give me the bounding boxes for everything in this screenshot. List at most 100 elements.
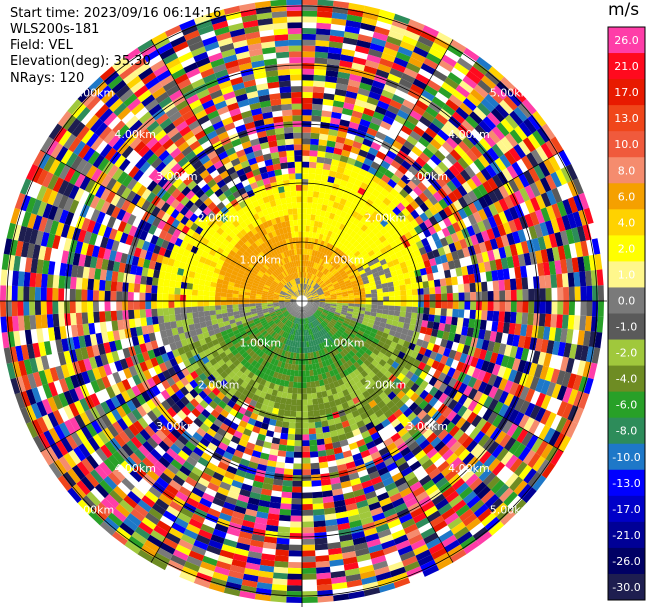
radar-gate	[464, 165, 476, 179]
radar-gate	[290, 322, 294, 329]
radar-gate	[578, 192, 590, 210]
radar-gate	[392, 452, 404, 462]
radar-gate	[531, 325, 539, 339]
radar-gate	[362, 317, 370, 323]
radar-gate	[334, 264, 341, 270]
radar-gate	[314, 312, 320, 318]
radar-gate	[267, 343, 274, 350]
radar-gate	[414, 196, 424, 206]
radar-gate	[514, 461, 528, 477]
radar-gate	[324, 293, 331, 297]
radar-gate	[482, 218, 492, 231]
radar-gate	[155, 477, 169, 489]
radar-gate	[543, 352, 552, 368]
radar-gate	[119, 522, 135, 536]
radar-gate	[368, 277, 375, 283]
radar-gate	[562, 403, 574, 420]
radar-gate	[379, 210, 389, 219]
radar-gate	[362, 176, 372, 186]
radar-gate	[447, 399, 458, 411]
radar-gate	[387, 201, 397, 211]
radar-gate	[332, 106, 344, 114]
radar-gate	[488, 190, 499, 204]
radar-gate	[331, 356, 337, 364]
radar-gate	[360, 301, 366, 305]
radar-gate	[307, 299, 314, 301]
radar-gate	[527, 114, 542, 131]
radar-gate	[444, 539, 461, 553]
radar-gate	[517, 253, 526, 267]
radar-gate	[466, 178, 478, 191]
radar-gate	[397, 256, 405, 264]
radar-gate	[310, 340, 314, 347]
radar-gate	[344, 96, 357, 105]
radar-gate	[405, 311, 412, 319]
radar-gate	[255, 439, 265, 447]
radar-gate	[429, 294, 436, 301]
radar-gate	[306, 219, 311, 226]
radar-gate	[307, 311, 311, 317]
radar-gate	[429, 515, 445, 528]
radar-gate	[325, 223, 332, 231]
radar-gate	[291, 328, 295, 335]
radar-gate	[583, 377, 594, 395]
radar-gate	[370, 311, 377, 317]
radar-gate	[371, 555, 387, 565]
radar-gate	[374, 334, 382, 341]
radar-gate	[58, 275, 66, 289]
radar-gate	[325, 448, 335, 456]
radar-gate	[428, 468, 441, 480]
radar-gate	[251, 394, 260, 402]
radar-gate	[237, 385, 246, 394]
radar-gate	[415, 338, 424, 347]
radar-gate	[302, 446, 310, 452]
radar-gate	[308, 173, 316, 180]
radar-gate	[310, 127, 321, 134]
radar-gate	[468, 318, 476, 329]
radar-gate	[335, 221, 342, 229]
radar-gate	[327, 273, 334, 280]
radar-gate	[336, 359, 344, 367]
radar-gate	[347, 308, 354, 312]
radar-gate	[395, 399, 405, 409]
radar-gate	[409, 228, 418, 238]
radar-gate	[411, 145, 423, 157]
radar-gate	[428, 542, 445, 555]
radar-gate	[330, 268, 337, 274]
radar-gate	[252, 528, 266, 537]
radar-gate	[263, 477, 274, 485]
radar-gate	[441, 406, 453, 418]
radar-gate	[412, 104, 426, 116]
radar-gate	[482, 437, 495, 451]
radar-gate	[384, 323, 392, 330]
radar-gate	[203, 467, 215, 477]
radar-gate	[545, 367, 555, 382]
radar-gate	[334, 286, 341, 291]
radar-gate	[286, 326, 291, 333]
radar-gate	[324, 187, 333, 195]
radar-gate	[545, 174, 557, 190]
radar-gate	[215, 383, 225, 392]
radar-gate	[597, 285, 604, 301]
radar-gate	[488, 498, 504, 513]
radar-gate	[217, 441, 229, 452]
radar-gate	[266, 519, 279, 527]
radar-gate	[178, 420, 190, 431]
radar-gate	[431, 96, 446, 109]
radar-gate	[308, 167, 316, 174]
radar-gate	[371, 234, 379, 243]
radar-gate	[116, 281, 123, 292]
radar-gate	[298, 312, 301, 319]
radar-gate	[396, 364, 405, 373]
radar-gate	[437, 161, 449, 173]
radar-gate	[411, 312, 418, 320]
radar-gate	[203, 305, 210, 312]
radar-gate	[533, 313, 540, 326]
radar-gate	[374, 184, 384, 193]
radar-gate	[346, 579, 363, 588]
radar-gate	[165, 484, 179, 496]
radar-gate	[217, 461, 229, 471]
radar-gate	[341, 401, 350, 410]
radar-gate	[470, 443, 483, 457]
radar-gate	[321, 420, 329, 428]
